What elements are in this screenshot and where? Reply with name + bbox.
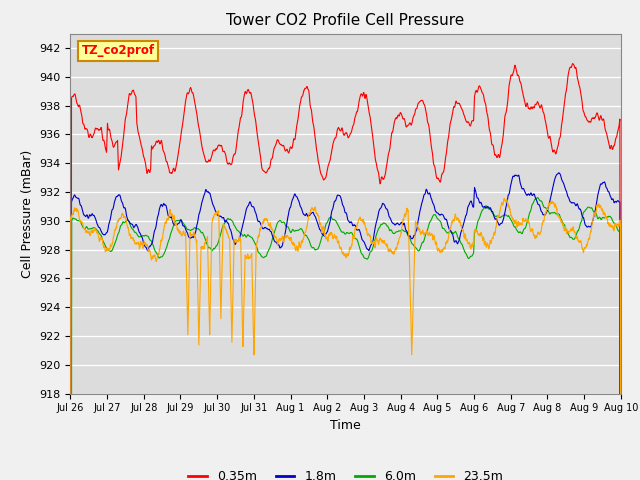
Y-axis label: Cell Pressure (mBar): Cell Pressure (mBar) — [20, 149, 34, 278]
X-axis label: Time: Time — [330, 419, 361, 432]
Title: Tower CO2 Profile Cell Pressure: Tower CO2 Profile Cell Pressure — [227, 13, 465, 28]
Text: TZ_co2prof: TZ_co2prof — [81, 44, 154, 58]
Legend: 0.35m, 1.8m, 6.0m, 23.5m: 0.35m, 1.8m, 6.0m, 23.5m — [183, 465, 508, 480]
